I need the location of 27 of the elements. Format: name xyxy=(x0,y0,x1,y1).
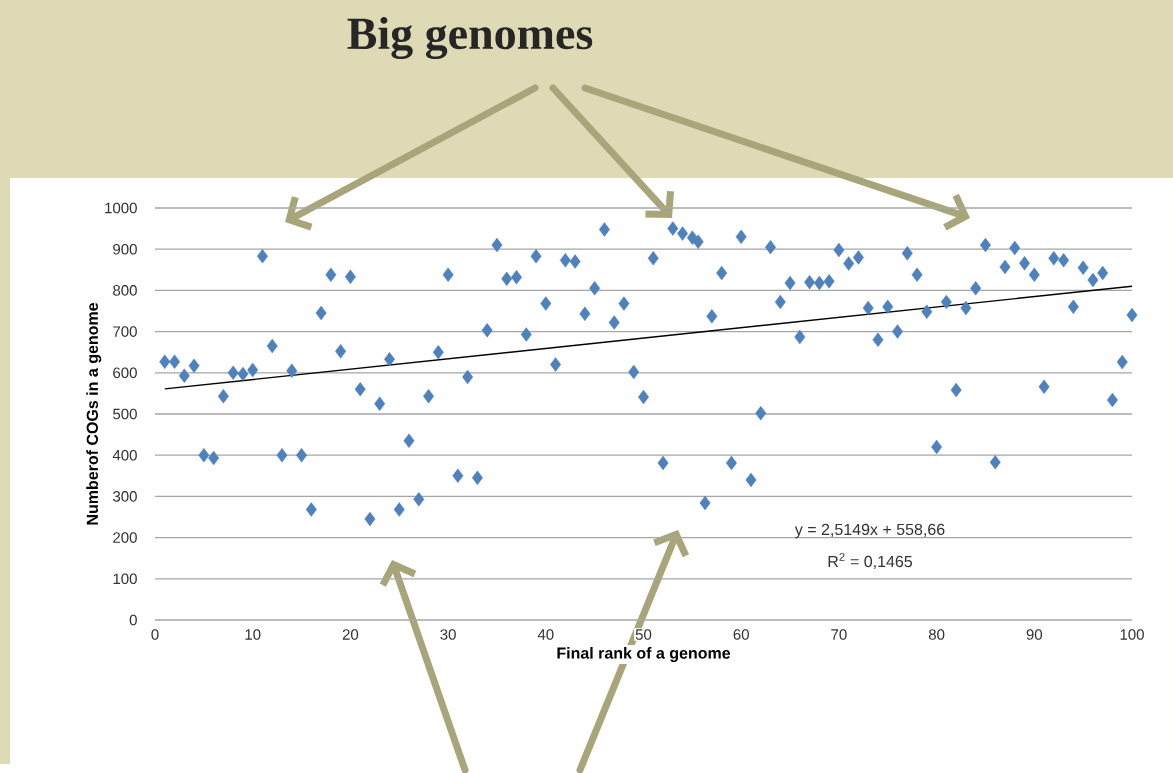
x-tick-label: 60 xyxy=(733,628,749,640)
x-tick-label: 80 xyxy=(928,628,945,640)
y-tick-label: 500 xyxy=(113,408,137,420)
annotation: R$^{2}$ = 0,1465 xyxy=(828,552,913,569)
y-tick-label: 300 xyxy=(113,490,137,502)
y-tick-label: 800 xyxy=(113,284,137,296)
x-tick-label: 100 xyxy=(1120,628,1144,640)
annotation: y = 2,5149x + 558,66 xyxy=(794,523,945,538)
x-axis-title: Final rank of a genome xyxy=(557,646,731,662)
y-tick-label: 0 xyxy=(129,614,137,626)
x-tick-label: 70 xyxy=(831,628,847,640)
x-tick-label: 50 xyxy=(635,628,652,640)
x-tick-label: 40 xyxy=(537,628,554,640)
y-tick-label: 200 xyxy=(113,532,137,543)
x-tick-label: 20 xyxy=(342,628,359,640)
y-tick-label: 600 xyxy=(113,367,137,378)
y-tick-label: 100 xyxy=(113,573,137,584)
y-tick-label: 1000 xyxy=(105,202,137,214)
x-tick-label: 0 xyxy=(151,628,159,640)
x-tick-label: 90 xyxy=(1026,628,1043,640)
y-axis-title: Numberof COGs in a genome xyxy=(86,302,102,525)
x-tick-label: 30 xyxy=(440,628,456,640)
y-tick-label: 900 xyxy=(113,243,137,255)
y-tick-label: 400 xyxy=(112,449,137,461)
x-tick-label: 10 xyxy=(245,628,261,640)
chart-title: Big genomes xyxy=(347,16,593,59)
y-tick-label: 700 xyxy=(113,326,137,337)
